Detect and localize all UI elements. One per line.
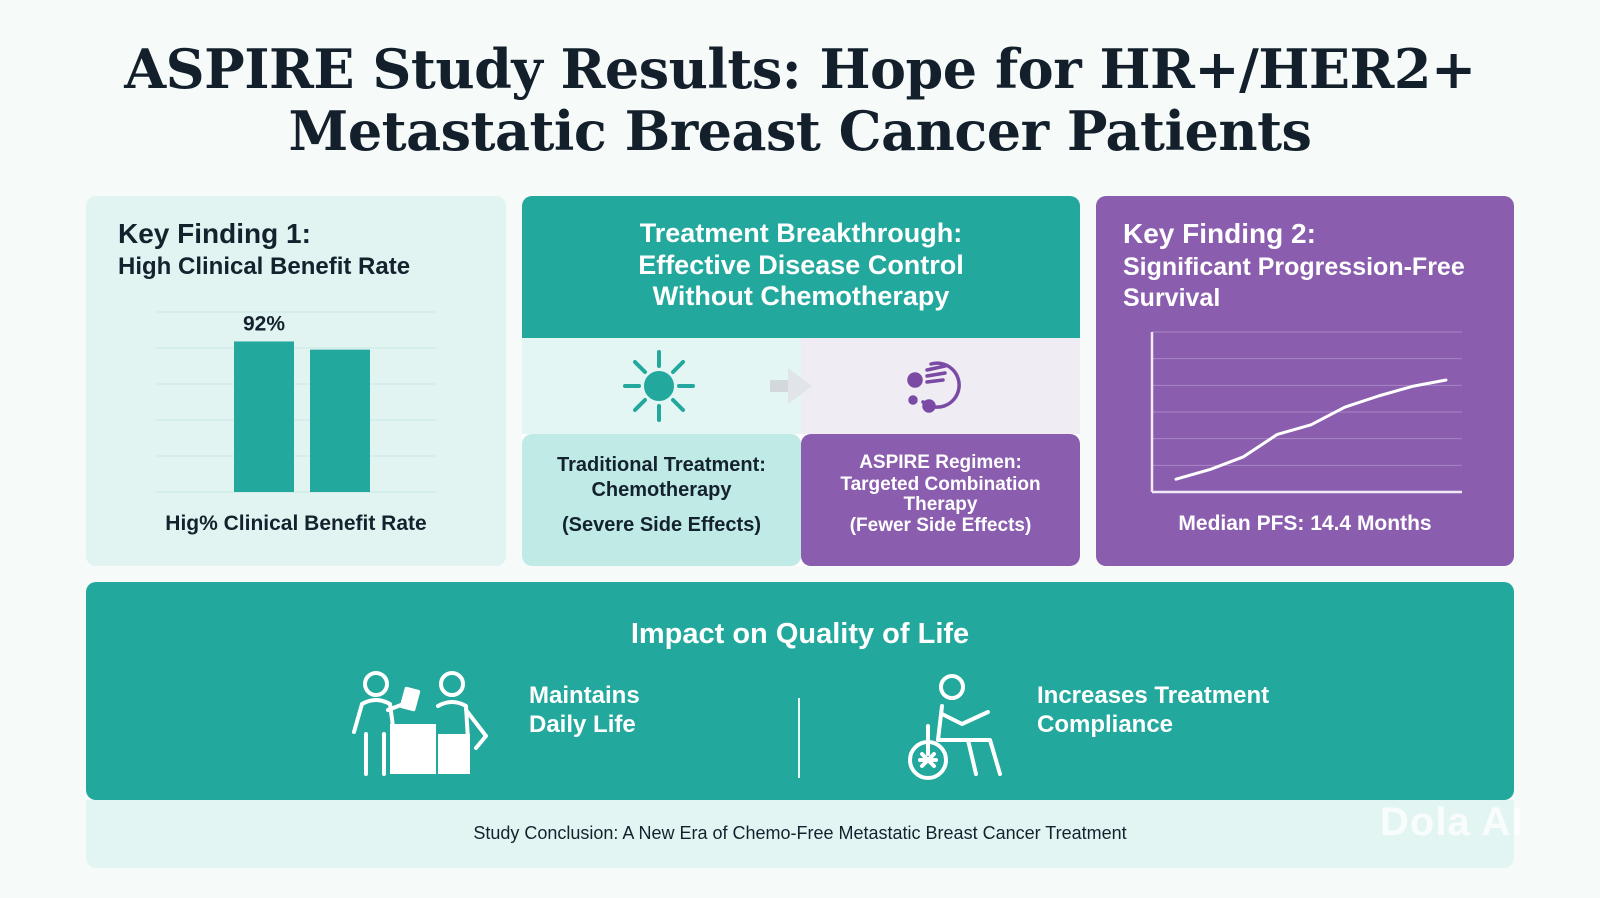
treatment-header: Treatment Breakthrough: Effective Diseas… [522,196,1080,338]
title-line-1: ASPIRE Study Results: Hope for HR+/HER2+ [124,37,1476,101]
bar [310,349,370,492]
key-finding-1-subheading: High Clinical Benefit Rate [118,253,411,280]
traditional-line-1: Traditional Treatment: [557,454,766,476]
aspire-regimen-panel: ASPIRE Regimen: Targeted Combination The… [801,434,1080,566]
treatment-heading-line-1: Treatment Breakthrough: [639,218,963,248]
impact-item-2-line-1: Increases Treatment [1037,682,1270,709]
key-finding-2-heading: Key Finding 2: [1123,218,1316,249]
impact-section: Impact on Quality of Life Maintains Dail… [86,582,1514,800]
wheelchair-icon [908,674,1002,780]
virus-icon [623,350,695,422]
traditional-treatment-panel: Traditional Treatment: Chemotherapy (Sev… [522,434,801,566]
bar-data-label: 92% [243,312,285,335]
pfs-line-chart [1150,331,1462,494]
arrow-right-icon [770,368,812,404]
pfs-series-line [1174,378,1448,481]
impact-item-1-label: Maintains Daily Life [529,681,640,739]
traditional-line-3: (Severe Side Effects) [562,514,761,536]
treatment-breakthrough-card: Treatment Breakthrough: Effective Diseas… [522,196,1080,566]
impact-item-2-label: Increases Treatment Compliance [1037,681,1269,739]
treatment-heading-line-2: Effective Disease Control [638,250,964,280]
study-conclusion-bar: Study Conclusion: A New Era of Chemo-Fre… [86,800,1514,868]
key-finding-2-subheading: Significant Progression-Free Survival [1123,253,1465,312]
key-finding-1-card: Key Finding 1: High Clinical Benefit Rat… [86,196,506,566]
clinical-benefit-bar-chart: 92% [156,311,436,493]
targeted-therapy-icon [907,361,961,413]
key-finding-2-caption: Median PFS: 14.4 Months [1178,512,1432,535]
impact-item-1-line-1: Maintains [529,682,640,709]
people-at-desk-icon [352,671,488,776]
impact-item-2-line-2: Compliance [1037,711,1174,738]
key-finding-1-caption: Hig% Clinical Benefit Rate [165,512,427,535]
treatment-heading-line-3: Without Chemotherapy [652,281,950,311]
watermark-logo: Dola AI [1380,800,1524,844]
aspire-line-4: (Fewer Side Effects) [849,515,1032,536]
key-finding-2-card: Key Finding 2: Significant Progression-F… [1096,196,1514,566]
aspire-line-2: Targeted Combination [840,474,1041,495]
aspire-line-3: Therapy [903,494,978,515]
impact-title: Impact on Quality of Life [630,618,970,650]
page-title: ASPIRE Study Results: Hope for HR+/HER2+… [0,38,1600,162]
aspire-line-1: ASPIRE Regimen: [859,452,1022,473]
impact-divider [798,698,800,778]
impact-item-1-line-2: Daily Life [529,711,636,738]
treatment-icons [623,350,961,422]
title-line-2: Metastatic Breast Cancer Patients [288,99,1312,163]
aspire-icon-panel [801,338,1080,434]
bar [234,341,294,492]
traditional-line-2: Chemotherapy [591,479,732,501]
key-finding-1-heading: Key Finding 1: [118,218,311,249]
study-conclusion-text: Study Conclusion: A New Era of Chemo-Fre… [473,823,1127,843]
